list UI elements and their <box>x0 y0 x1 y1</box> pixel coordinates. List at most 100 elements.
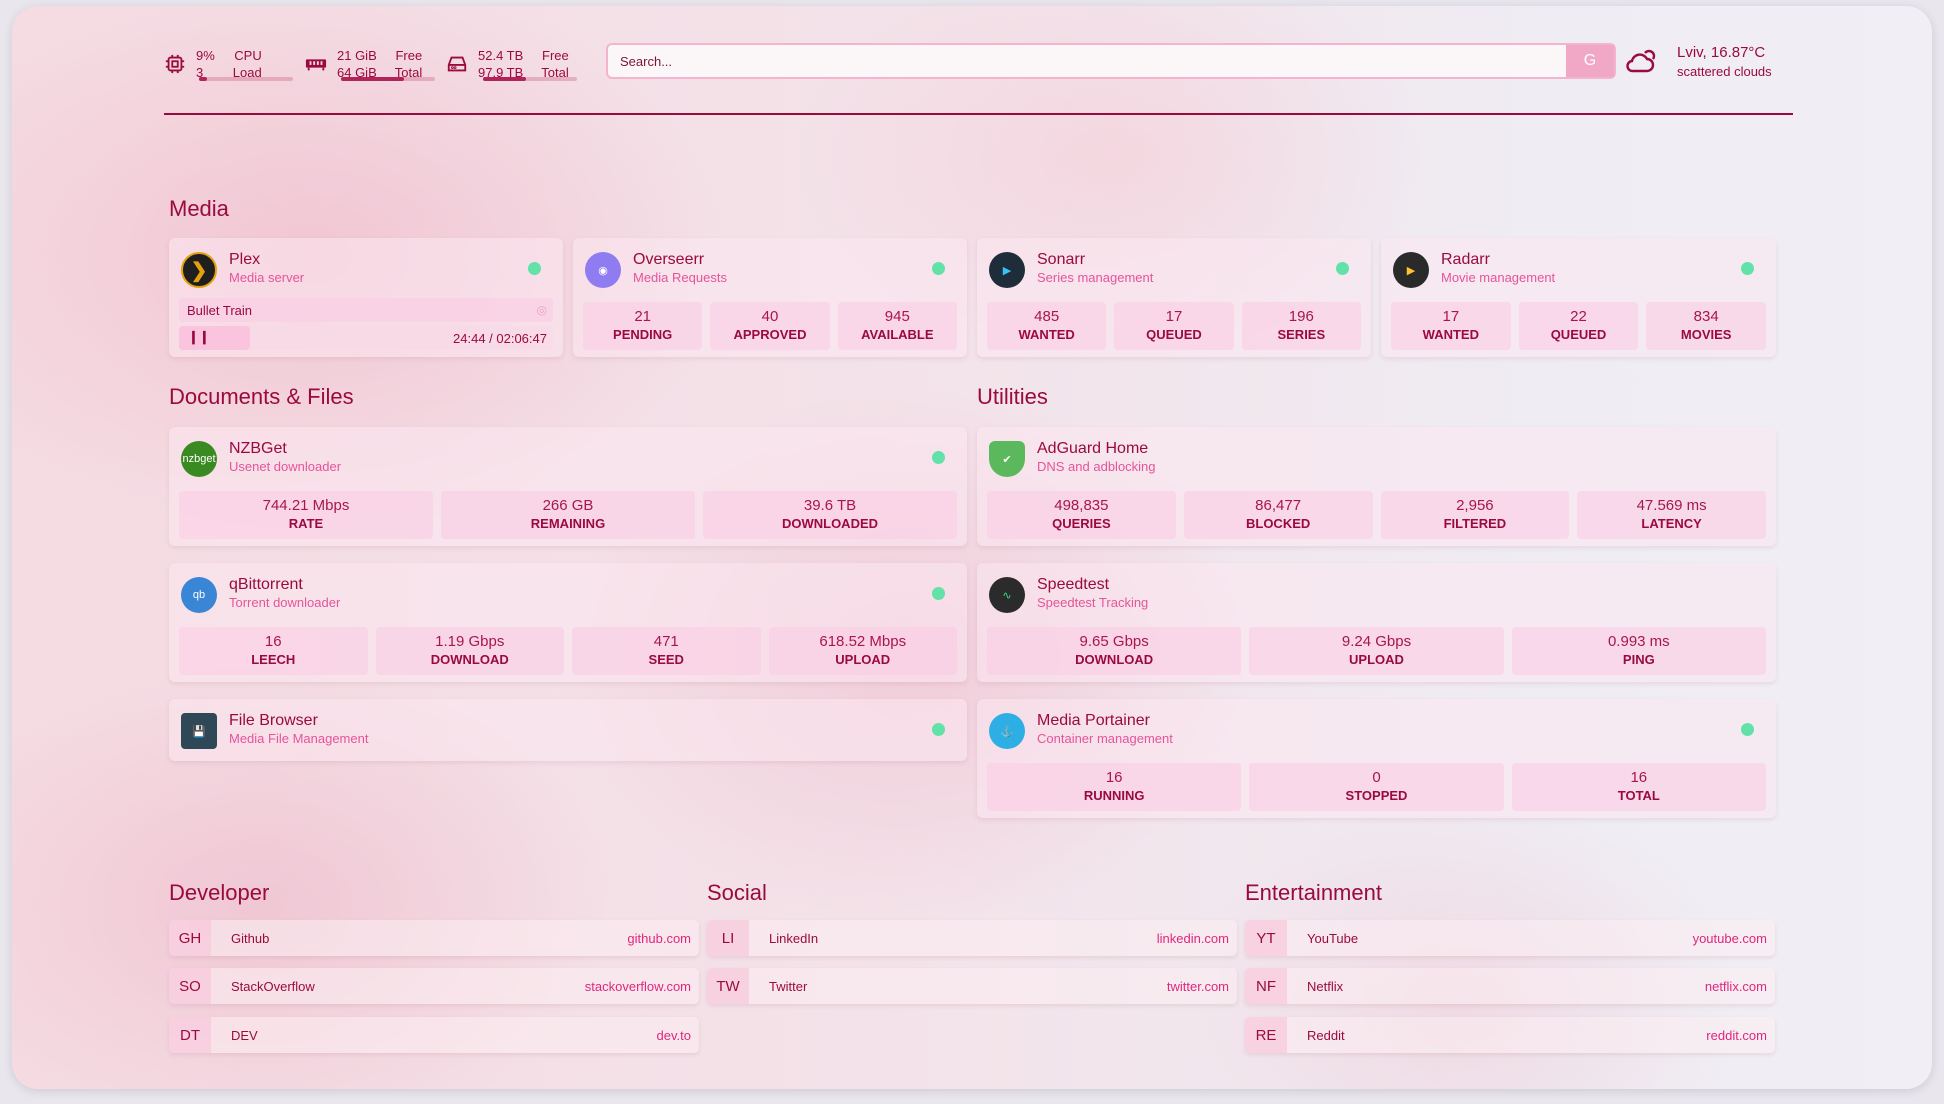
service-text: NZBGet Usenet downloader <box>229 439 341 474</box>
now-playing-title: Bullet Train <box>187 302 253 318</box>
stream-icon: ◎ <box>536 303 547 317</box>
dashboard-window: 9% CPU 3 Load 21 GiB Free 64 GiB Total 52.4 TB… <box>12 6 1932 1089</box>
service-card-qbittorrent[interactable]: qb qBittorrent Torrent downloader 16 LEECH 1.… <box>169 563 967 682</box>
bookmark-linkedin[interactable]: LI LinkedIn linkedin.com <box>707 920 1237 956</box>
group-heading-utilities: Utilities <box>977 384 1048 409</box>
stat-label: QUERIES <box>1052 516 1111 531</box>
stat-label: DOWNLOAD <box>1075 652 1154 667</box>
bookmark-abbr: GH <box>169 920 211 956</box>
pause-icon[interactable]: ❙❙ <box>188 329 210 344</box>
bookmark-github[interactable]: GH Github github.com <box>169 920 699 956</box>
weather-temp: Lviv, 16.87°C <box>1677 44 1766 61</box>
playback-time: 24:44 / 02:06:47 <box>453 331 547 346</box>
stats-row: 16 LEECH 1.19 Gbps DOWNLOAD 471 SEED 618.52 Mb… <box>179 627 957 675</box>
service-desc: Container management <box>1037 731 1173 746</box>
stat-value: 196 <box>1288 308 1314 325</box>
memory-total-value: 64 GiB <box>337 65 377 80</box>
stat-downloaded: 39.6 TB DOWNLOADED <box>703 491 957 539</box>
bookmark-stackoverflow[interactable]: SO StackOverflow stackoverflow.com <box>169 968 699 1004</box>
service-card-filebrowser[interactable]: 💾 File Browser Media File Management <box>169 699 967 761</box>
cpu-load-value: 3 <box>196 65 204 80</box>
stat-approved: 40 APPROVED <box>710 302 830 350</box>
stat-label: AVAILABLE <box>861 327 934 342</box>
service-desc: Media server <box>229 270 305 285</box>
stat-value: 47.569 ms <box>1636 497 1707 514</box>
stat-value: 22 <box>1570 308 1587 325</box>
stat-leech: 16 LEECH <box>179 627 368 675</box>
stat-value: 498,835 <box>1054 497 1109 514</box>
memory-free-value: 21 GiB <box>337 48 377 63</box>
now-playing: Bullet Train ◎ <box>179 298 553 322</box>
stat-value: 618.52 Mbps <box>819 633 907 650</box>
bookmark-netflix[interactable]: NF Netflix netflix.com <box>1245 968 1775 1004</box>
stats-row: 485 WANTED 17 QUEUED 196 SERIES <box>987 302 1361 350</box>
qbittorrent-icon: qb <box>181 577 217 613</box>
stat-value: 2,956 <box>1456 497 1494 514</box>
card-header: ▶ Sonarr Series management <box>987 250 1361 298</box>
service-card-adguard[interactable]: ✔ AdGuard Home DNS and adblocking 498,835 QU… <box>977 427 1776 546</box>
stat-available: 945 AVAILABLE <box>837 302 957 350</box>
stat-label: UPLOAD <box>1349 652 1404 667</box>
adguard-shield-icon: ✔ <box>989 441 1025 477</box>
stat-label: APPROVED <box>733 327 807 342</box>
service-desc: Media File Management <box>229 731 369 746</box>
stat-series: 196 SERIES <box>1241 302 1361 350</box>
service-name: Media Portainer <box>1037 712 1150 729</box>
stat-pending: 21 PENDING <box>583 302 703 350</box>
cpu-value: 9% <box>196 48 215 63</box>
service-card-nzbget[interactable]: nzbget NZBGet Usenet downloader 744.21 Mbps… <box>169 427 967 546</box>
stat-remaining: 266 GB REMAINING <box>441 491 695 539</box>
search-input[interactable] <box>608 53 1566 69</box>
stat-label: FILTERED <box>1443 516 1507 531</box>
service-card-radarr[interactable]: ▶ Radarr Movie management 17 WANTED 22 QUEUED 8… <box>1381 238 1776 357</box>
bookmark-abbr: TW <box>707 968 749 1004</box>
disk-icon <box>447 56 467 72</box>
stat-queued: 22 QUEUED <box>1518 302 1639 350</box>
bookmark-name: StackOverflow <box>231 978 315 994</box>
stat-label: WANTED <box>1018 327 1075 342</box>
bookmark-name: Github <box>231 930 270 946</box>
cpu-load-label: Load <box>232 65 262 80</box>
service-card-portainer[interactable]: ⚓ Media Portainer Container management 16 RU… <box>977 699 1776 818</box>
weather-widget: Lviv, 16.87°C scattered clouds <box>1677 44 1772 79</box>
service-card-speedtest[interactable]: ∿ Speedtest Speedtest Tracking 9.65 Gbps DOW… <box>977 563 1776 682</box>
bookmark-youtube[interactable]: YT YouTube youtube.com <box>1245 920 1775 956</box>
stat-seed: 471 SEED <box>572 627 761 675</box>
search-provider-button[interactable]: G <box>1566 45 1614 77</box>
bookmark-url: linkedin.com <box>1156 930 1229 946</box>
disk-bar <box>483 77 577 81</box>
stat-upload: 618.52 Mbps UPLOAD <box>768 627 957 675</box>
service-name: Radarr <box>1441 251 1490 268</box>
stat-filtered: 2,956 FILTERED <box>1380 491 1570 539</box>
cpu-label: CPU <box>234 48 262 63</box>
stat-label: REMAINING <box>530 516 606 531</box>
service-card-plex[interactable]: ❯ Plex Media server Bullet Train ◎ ❙❙ 24:… <box>169 238 563 357</box>
bookmark-twitter[interactable]: TW Twitter twitter.com <box>707 968 1237 1004</box>
plex-icon: ❯ <box>181 252 217 288</box>
sonarr-icon: ▶ <box>989 252 1025 288</box>
stat-label: BLOCKED <box>1245 516 1311 531</box>
stats-row: 744.21 Mbps RATE 266 GB REMAINING 39.6 TB DOW… <box>179 491 957 539</box>
stat-label: QUEUED <box>1550 327 1607 342</box>
stat-value: 266 GB <box>542 497 594 514</box>
stat-value: 9.65 Gbps <box>1079 633 1149 650</box>
group-heading-media: Media <box>169 196 229 221</box>
bookmark-abbr: YT <box>1245 920 1287 956</box>
memory-icon <box>305 59 327 71</box>
group-heading-social: Social <box>707 880 767 905</box>
stat-label: DOWNLOADED <box>781 516 879 531</box>
bookmark-reddit[interactable]: RE Reddit reddit.com <box>1245 1017 1775 1053</box>
stat-value: 1.19 Gbps <box>435 633 505 650</box>
bookmark-dev[interactable]: DT DEV dev.to <box>169 1017 699 1053</box>
service-card-sonarr[interactable]: ▶ Sonarr Series management 485 WANTED 17 QUEUE… <box>977 238 1371 357</box>
stat-stopped: 0 STOPPED <box>1249 763 1504 811</box>
service-name: qBittorrent <box>229 576 303 593</box>
playback-bar[interactable]: ❙❙ 24:44 / 02:06:47 <box>179 326 553 350</box>
service-card-overseerr[interactable]: ◉ Overseerr Media Requests 21 PENDING 40 APPRO… <box>573 238 967 357</box>
stat-label: TOTAL <box>1617 788 1660 803</box>
stat-label: MOVIES <box>1680 327 1732 342</box>
stat-value: 40 <box>761 308 779 325</box>
radarr-icon: ▶ <box>1393 252 1429 288</box>
stat-queries: 498,835 QUERIES <box>987 491 1176 539</box>
bookmark-url: github.com <box>627 930 691 946</box>
